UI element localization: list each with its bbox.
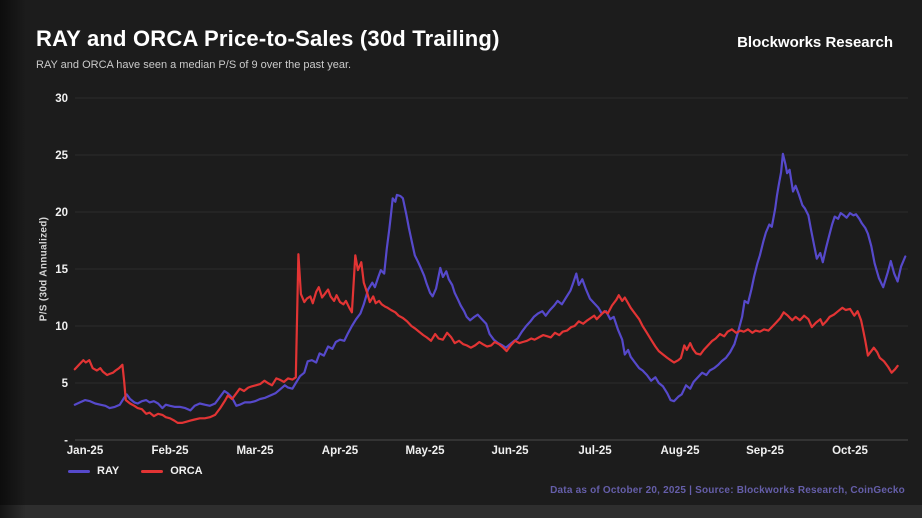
y-tick-label-5: 5 — [62, 378, 69, 390]
brand-logo: Blockworks Research — [737, 34, 893, 51]
y-tick-label-25: 25 — [55, 150, 68, 162]
chart-subtitle: RAY and ORCA have seen a median P/S of 9… — [36, 59, 352, 71]
y-tick-label-0: - — [64, 435, 68, 447]
legend-item-ray: RAY — [68, 465, 119, 477]
x-tick-label-Sep-25: Sep-25 — [746, 445, 784, 457]
ray-line-swatch — [68, 469, 90, 473]
y-tick-label-15: 15 — [55, 264, 68, 276]
x-tick-label-Jul-25: Jul-25 — [578, 445, 612, 457]
x-tick-label-Feb-25: Feb-25 — [151, 445, 189, 457]
y-tick-label-20: 20 — [55, 207, 68, 219]
bottom-strip — [0, 505, 922, 518]
page-title: RAY and ORCA Price-to-Sales (30d Trailin… — [36, 26, 500, 51]
x-tick-label-May-25: May-25 — [406, 445, 446, 457]
legend-label-ray: RAY — [97, 465, 120, 477]
y-tick-label-30: 30 — [55, 93, 68, 105]
legend-item-orca: ORCA — [141, 465, 203, 477]
x-tick-label-Oct-25: Oct-25 — [832, 445, 868, 457]
data-source-note: Data as of October 20, 2025 | Source: Bl… — [550, 485, 905, 496]
y-tick-label-10: 10 — [55, 321, 68, 333]
x-tick-label-Jan-25: Jan-25 — [67, 445, 104, 457]
x-tick-label-Mar-25: Mar-25 — [236, 445, 274, 457]
ray-price-line — [73, 152, 907, 412]
x-tick-label-Apr-25: Apr-25 — [322, 445, 359, 457]
orca-line-swatch — [141, 469, 164, 473]
x-tick-label-Jun-25: Jun-25 — [491, 445, 529, 457]
legend-label-orca: ORCA — [170, 465, 203, 477]
x-tick-label-Aug-25: Aug-25 — [661, 445, 701, 457]
chart-legend: RAY ORCA — [68, 465, 203, 477]
orca-price-line — [73, 253, 899, 424]
